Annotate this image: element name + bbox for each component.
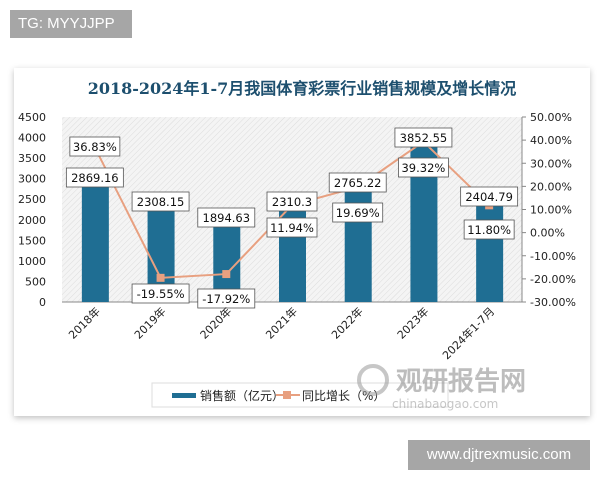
legend-line-label: 同比增长（%） — [302, 389, 385, 403]
left-tick-label: 2000 — [18, 214, 46, 227]
growth-value-label: 11.80% — [467, 223, 511, 237]
right-tick-label: -20.00% — [530, 273, 576, 286]
bar-value-label: 2404.79 — [465, 190, 513, 204]
x-tick-label: 2024年1-7月 — [439, 304, 497, 362]
x-tick-label: 2023年 — [394, 304, 431, 341]
x-tick-label: 2019年 — [131, 304, 168, 341]
growth-value-label: -17.92% — [202, 292, 250, 306]
x-tick-label: 2018年 — [66, 304, 103, 341]
logo-watermark: 观研报告网 chinabaogao.com — [357, 364, 526, 411]
legend-bar-label: 销售额（亿元） — [200, 388, 284, 403]
growth-value-label: 11.94% — [270, 221, 314, 235]
right-tick-label: 10.00% — [530, 204, 572, 217]
growth-value-label: 39.32% — [401, 161, 445, 175]
logo-watermark-url: chinabaogao.com — [392, 397, 498, 411]
growth-value-label: 36.83% — [73, 140, 117, 154]
left-tick-label: 3500 — [18, 152, 46, 165]
bar — [81, 184, 109, 302]
left-tick-label: 4000 — [18, 132, 46, 145]
tg-badge: TG: MYYJJPP — [10, 10, 132, 38]
left-tick-label: 3000 — [18, 173, 46, 186]
bar-value-label: 2308.15 — [137, 195, 185, 209]
left-tick-label: 0 — [39, 296, 46, 309]
bar-value-label: 3852.55 — [400, 131, 448, 145]
legend-line-swatch — [283, 391, 291, 399]
bar-value-label: 1894.63 — [203, 211, 251, 225]
right-tick-label: 50.00% — [530, 111, 572, 124]
bar-value-label: 2310.3 — [272, 195, 312, 209]
logo-watermark-name: 观研报告网 — [396, 366, 526, 397]
line-point — [222, 270, 231, 279]
bar — [476, 203, 504, 302]
bar-value-label: 2765.22 — [334, 176, 382, 190]
left-tick-label: 4500 — [18, 111, 46, 124]
right-tick-label: 0.00% — [530, 227, 565, 240]
growth-value-label: 19.69% — [336, 206, 380, 220]
x-tick-label: 2021年 — [263, 304, 300, 341]
x-tick-label: 2020年 — [197, 304, 234, 341]
growth-value-label: -19.55% — [137, 287, 185, 301]
x-tick-label: 2022年 — [328, 304, 365, 341]
chart-title: 2018-2024年1-7月我国体育彩票行业销售规模及增长情况 — [88, 79, 517, 98]
left-tick-label: 2500 — [18, 193, 46, 206]
site-watermark: www.djtrexmusic.com — [408, 440, 590, 470]
right-tick-label: 40.00% — [530, 134, 572, 147]
right-tick-label: -10.00% — [530, 250, 576, 263]
left-tick-label: 1500 — [18, 234, 46, 247]
right-tick-label: 30.00% — [530, 157, 572, 170]
line-point — [156, 273, 165, 282]
left-tick-label: 500 — [25, 275, 46, 288]
right-tick-label: 20.00% — [530, 180, 572, 193]
left-tick-label: 1000 — [18, 255, 46, 268]
right-tick-label: -30.00% — [530, 296, 576, 309]
legend-bar-swatch — [172, 393, 196, 398]
legend: 销售额（亿元） 同比增长（%） — [151, 382, 449, 408]
bar-value-label: 2869.16 — [71, 171, 119, 185]
